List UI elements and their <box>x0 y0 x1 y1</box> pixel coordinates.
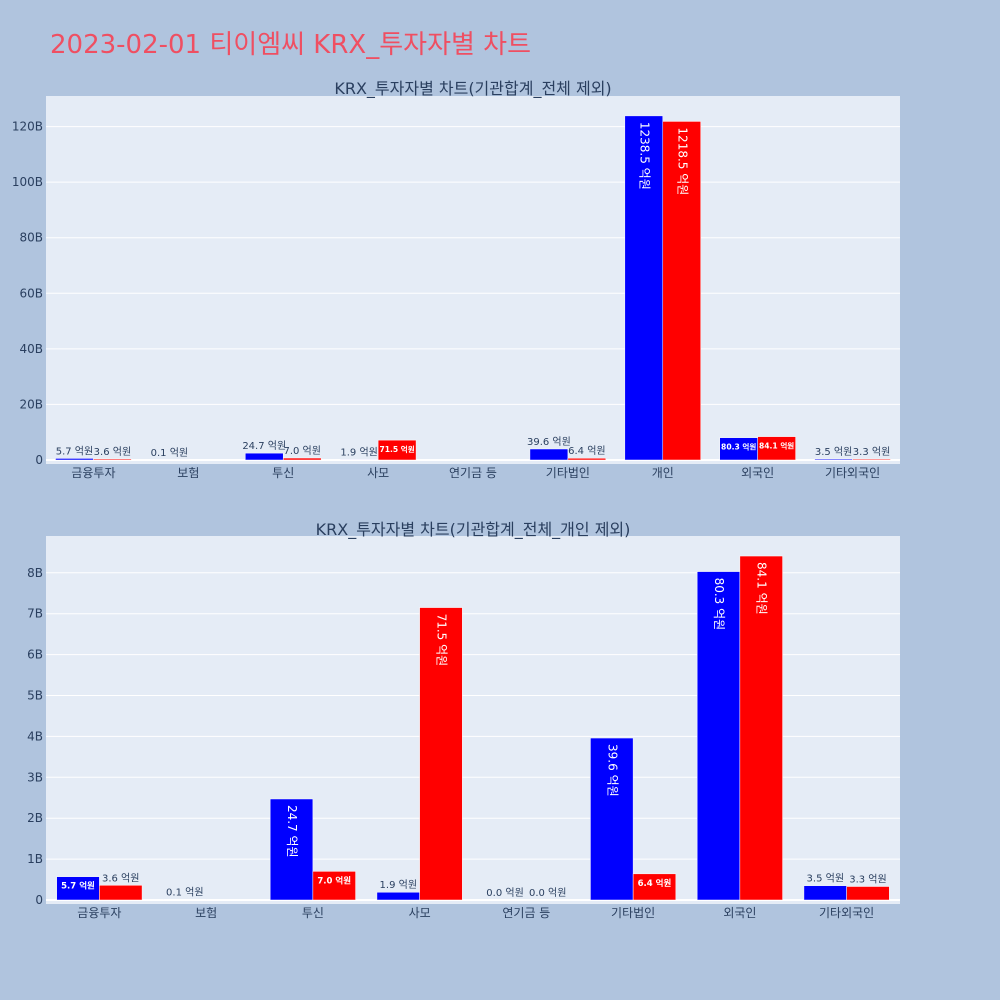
red-bar <box>419 607 463 901</box>
bar-value-label: 1218.5 억원 <box>675 127 689 195</box>
bar-value-label: 1.9 억원 <box>380 879 417 891</box>
blue-bar <box>339 459 379 461</box>
bar-value-label: 84.1 억원 <box>755 562 769 615</box>
x-tick-label: 개인 <box>652 466 674 480</box>
red-bar <box>99 885 143 901</box>
blue-bar <box>55 458 94 461</box>
y-tick-label: 20B <box>19 397 43 411</box>
bar-value-label: 6.4 억원 <box>568 445 605 457</box>
bar-value-label: 3.6 억원 <box>102 872 139 884</box>
blue-bar <box>245 452 284 461</box>
chart-2: 0 1B 2B 3B 4B 5B 6B 7B 8B KRX_투자자별 차트(기관합계_전체_개인 … <box>27 520 900 920</box>
x-tick-label: 투신 <box>302 906 324 920</box>
x-tick-label: 기타외국인 <box>825 466 880 480</box>
bar-value-label: 24.7 억원 <box>242 440 286 452</box>
chart-title: KRX_투자자별 차트(기관합계_전체_개인 제외) <box>316 520 631 540</box>
y-tick-label: 8B <box>27 566 43 580</box>
bar-value-label: 1238.5 억원 <box>637 122 651 190</box>
red-bar <box>852 458 891 461</box>
plot-area <box>46 96 900 464</box>
x-tick-label: 기타법인 <box>546 466 590 480</box>
blue-bar <box>269 798 314 901</box>
bar-value-label: 0.0 억원 <box>486 887 523 899</box>
y-tick-label: 120B <box>12 120 43 134</box>
bar-value-label: 0.0 억원 <box>529 887 566 899</box>
red-bar <box>757 436 796 461</box>
bar-value-label: 7.0 억원 <box>317 874 351 886</box>
x-tick-label: 사모 <box>409 906 431 920</box>
bar-value-label: 84.1 억원 <box>759 441 794 451</box>
red-bar <box>282 457 322 461</box>
y-tick-label: 0 <box>35 453 43 467</box>
chart-1: 0 20B 40B 60B 80B 100B 120B KRX_투자자별 차트(기관합계_전체… <box>12 79 900 480</box>
bar-value-label: 5.7 억원 <box>56 445 93 457</box>
page-title: 2023-02-01 티이엠씨 KRX_투자자별 차트 <box>50 30 532 60</box>
bar-value-label: 0.1 억원 <box>151 447 188 459</box>
bar-value-label: 39.6 억원 <box>527 436 571 448</box>
bar-value-label: 3.5 억원 <box>807 873 844 885</box>
red-bar <box>567 457 607 461</box>
blue-bar <box>696 571 741 901</box>
y-tick-label: 80B <box>19 231 43 245</box>
bar-value-label: 39.6 억원 <box>605 744 619 797</box>
red-bar <box>846 886 890 901</box>
red-bar <box>312 871 356 901</box>
y-tick-label: 6B <box>27 648 43 662</box>
bar-value-label: 3.5 억원 <box>815 446 852 458</box>
y-tick-label: 0 <box>35 893 43 907</box>
bar-value-label: 3.3 억원 <box>853 446 890 458</box>
x-tick-label: 연기금 등 <box>449 466 497 480</box>
y-tick-label: 3B <box>27 770 43 784</box>
bar-value-label: 3.6 억원 <box>94 446 131 458</box>
blue-bar <box>376 891 420 901</box>
bar-value-label: 80.3 억원 <box>721 442 756 452</box>
x-tick-label: 기타법인 <box>611 906 655 920</box>
bar-value-label: 5.7 억원 <box>61 880 95 892</box>
bar-value-label: 71.5 억원 <box>434 614 448 667</box>
red-bar <box>377 439 417 461</box>
y-tick-label: 4B <box>27 729 43 743</box>
chart-title: KRX_투자자별 차트(기관합계_전체 제외) <box>334 79 611 99</box>
y-tick-label: 100B <box>12 175 43 189</box>
x-tick-label: 외국인 <box>723 906 756 920</box>
x-tick-label: 금융투자 <box>71 466 115 480</box>
x-tick-label: 보험 <box>177 466 199 480</box>
x-tick-label: 금융투자 <box>77 906 121 920</box>
bar-value-label: 1.9 억원 <box>340 446 377 458</box>
blue-bar <box>590 737 634 901</box>
bar-value-label: 3.3 억원 <box>849 874 886 886</box>
y-tick-label: 5B <box>27 689 43 703</box>
red-bar <box>739 555 783 901</box>
y-tick-label: 60B <box>19 286 43 300</box>
blue-bar <box>529 448 569 461</box>
bar-value-label: 24.7 억원 <box>285 805 299 858</box>
bar-value-label: 7.0 억원 <box>283 445 320 457</box>
x-tick-label: 보험 <box>195 906 217 920</box>
x-tick-label: 사모 <box>367 466 389 480</box>
x-tick-label: 외국인 <box>741 466 774 480</box>
y-tick-label: 2B <box>27 811 43 825</box>
bar-value-label: 6.4 억원 <box>638 877 672 889</box>
bar-value-label: 80.3 억원 <box>712 578 726 631</box>
x-tick-label: 투신 <box>272 466 294 480</box>
y-tick-label: 7B <box>27 607 43 621</box>
bar-value-label: 0.1 억원 <box>166 887 203 899</box>
blue-bar <box>624 115 664 461</box>
x-tick-label: 연기금 등 <box>502 906 550 920</box>
red-bar <box>93 458 132 461</box>
blue-bar <box>814 458 853 461</box>
bar-value-label: 71.5 억원 <box>379 444 414 454</box>
blue-bar <box>803 885 847 901</box>
red-bar <box>632 873 677 901</box>
red-bar <box>662 121 701 461</box>
y-tick-label: 1B <box>27 852 43 866</box>
y-tick-label: 40B <box>19 342 43 356</box>
x-tick-label: 기타외국인 <box>819 906 874 920</box>
